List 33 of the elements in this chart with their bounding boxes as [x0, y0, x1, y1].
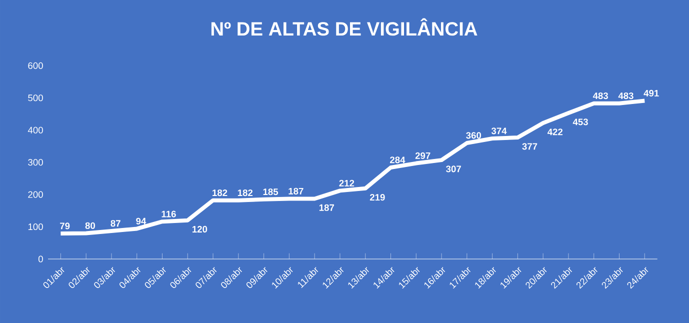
chart-title: Nº DE ALTAS DE VIGILÂNCIA: [211, 18, 478, 36]
data-label: 453: [572, 118, 588, 126]
data-label: 377: [522, 143, 538, 150]
data-label: 87: [110, 220, 120, 227]
data-label: 374: [491, 128, 507, 134]
data-label: 297: [415, 152, 430, 160]
y-tick-label: 500: [28, 94, 43, 102]
y-tick-label: 200: [28, 191, 43, 198]
data-label: 182: [212, 189, 228, 196]
data-label: 182: [238, 189, 253, 196]
data-label: 422: [547, 128, 563, 136]
data-label: 120: [192, 226, 208, 233]
data-label: 307: [446, 166, 461, 172]
data-label: 187: [319, 204, 334, 211]
data-label: 79: [60, 222, 70, 230]
data-label: 483: [618, 92, 634, 100]
y-tick-label: 600: [28, 62, 43, 69]
y-tick-label: 300: [28, 159, 43, 166]
line-series: [58, 98, 647, 236]
data-label: 212: [339, 180, 354, 186]
y-tick-label: 400: [28, 126, 43, 134]
data-label: 116: [162, 210, 176, 218]
data-label: 483: [592, 92, 608, 100]
data-label: 80: [85, 222, 96, 229]
data-label: 219: [370, 194, 385, 201]
data-label: 284: [390, 156, 406, 164]
data-label: 491: [644, 90, 659, 97]
data-label: 94: [136, 218, 146, 224]
data-label: 187: [288, 188, 304, 194]
data-label: 360: [466, 132, 482, 139]
data-label: 185: [263, 188, 278, 196]
y-tick-label: 100: [28, 223, 43, 230]
y-tick-label: 0: [38, 256, 43, 262]
